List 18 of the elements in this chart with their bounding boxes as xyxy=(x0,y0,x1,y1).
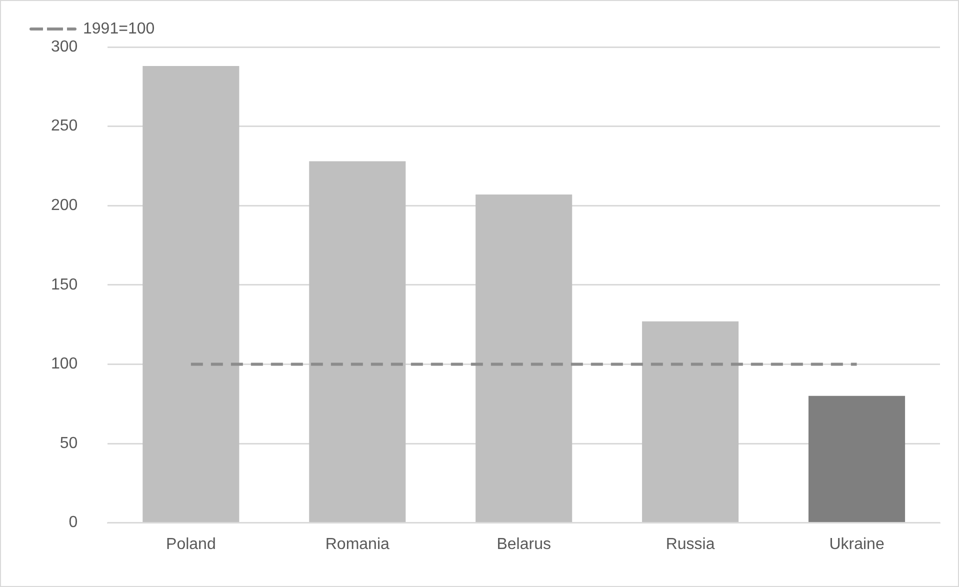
y-tick-label: 50 xyxy=(60,434,78,452)
y-tick-label: 300 xyxy=(50,38,78,56)
x-tick-label: Russia xyxy=(666,536,715,553)
y-tick-label: 0 xyxy=(68,514,78,532)
x-tick-label: Belarus xyxy=(496,536,551,553)
bar xyxy=(476,194,572,522)
y-tick-label: 150 xyxy=(50,276,78,294)
y-tick-label: 100 xyxy=(50,356,78,373)
bar xyxy=(808,396,906,522)
legend-label: 1991=100 xyxy=(83,20,155,38)
x-tick-label: Romania xyxy=(325,536,390,553)
x-tick-label: Ukraine xyxy=(829,536,884,553)
y-tick-label: 250 xyxy=(50,118,78,135)
bar xyxy=(642,321,739,522)
bar xyxy=(142,66,240,522)
bar xyxy=(309,161,406,522)
y-tick-label: 200 xyxy=(50,197,78,214)
x-tick-label: Poland xyxy=(166,536,216,553)
